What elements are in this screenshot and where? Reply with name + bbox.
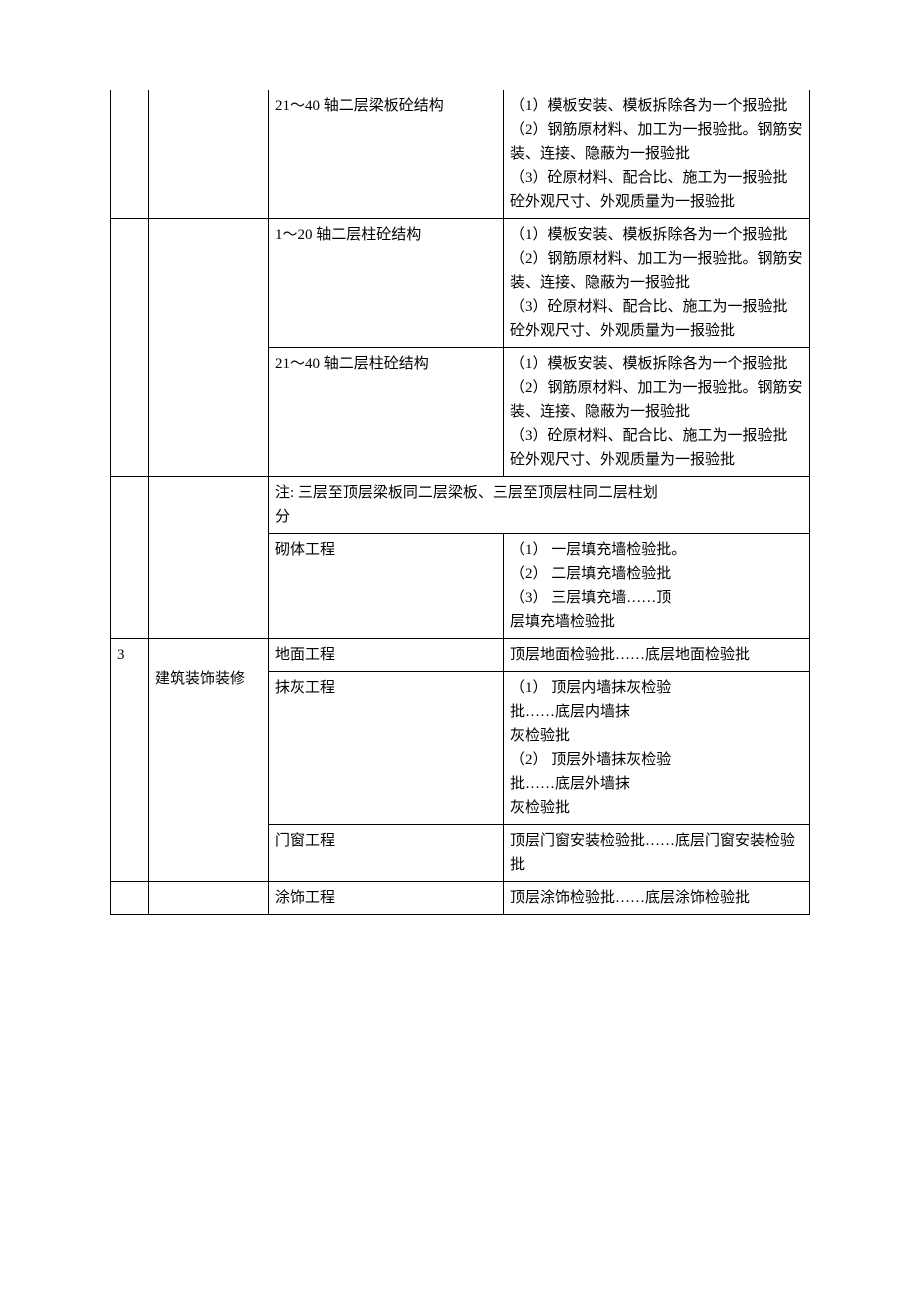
table-cell (111, 90, 149, 219)
table-cell: 涂饰工程 (269, 882, 504, 915)
table-cell: （1）模板安装、模板拆除各为一个报验批 （2）钢筋原材料、加工为一报验批。钢筋安… (504, 90, 810, 219)
table-row: 涂饰工程顶层涂饰检验批……底层涂饰检验批 (111, 882, 810, 915)
table-cell: 建筑装饰装修 (149, 639, 269, 882)
table-cell: 注: 三层至顶层梁板同二层梁板、三层至顶层柱同二层柱划 分 (269, 477, 810, 534)
table-cell: 21～40 轴二层梁板砼结构 (269, 90, 504, 219)
table-cell: 顶层涂饰检验批……底层涂饰检验批 (504, 882, 810, 915)
table-cell: 顶层门窗安装检验批……底层门窗安装检验批 (504, 825, 810, 882)
table-cell (111, 477, 149, 639)
table-cell: （1）模板安装、模板拆除各为一个报验批 （2）钢筋原材料、加工为一报验批。钢筋安… (504, 219, 810, 348)
construction-table: 21～40 轴二层梁板砼结构（1）模板安装、模板拆除各为一个报验批 （2）钢筋原… (110, 90, 810, 915)
table-row: 21～40 轴二层梁板砼结构（1）模板安装、模板拆除各为一个报验批 （2）钢筋原… (111, 90, 810, 219)
table-cell (149, 90, 269, 219)
table-cell: 地面工程 (269, 639, 504, 672)
table-cell: 抹灰工程 (269, 672, 504, 825)
table-row: 3 建筑装饰装修地面工程顶层地面检验批……底层地面检验批 (111, 639, 810, 672)
table-cell: 门窗工程 (269, 825, 504, 882)
table-cell (149, 219, 269, 477)
table-cell: （1） 顶层内墙抹灰检验 批……底层内墙抹 灰检验批 （2） 顶层外墙抹灰检验 … (504, 672, 810, 825)
table-cell: （1）模板安装、模板拆除各为一个报验批 （2）钢筋原材料、加工为一报验批。钢筋安… (504, 348, 810, 477)
table-cell: （1） 一层填充墙检验批。 （2） 二层填充墙检验批 （3） 三层填充墙……顶 … (504, 534, 810, 639)
table-cell (111, 882, 149, 915)
table-cell (111, 219, 149, 477)
table-cell (149, 477, 269, 639)
table-cell: 3 (111, 639, 149, 882)
document-page: 21～40 轴二层梁板砼结构（1）模板安装、模板拆除各为一个报验批 （2）钢筋原… (0, 0, 920, 1302)
table-cell: 21～40 轴二层柱砼结构 (269, 348, 504, 477)
table-row: 1～20 轴二层柱砼结构（1）模板安装、模板拆除各为一个报验批 （2）钢筋原材料… (111, 219, 810, 348)
table-cell: 砌体工程 (269, 534, 504, 639)
table-cell (149, 882, 269, 915)
table-row: 注: 三层至顶层梁板同二层梁板、三层至顶层柱同二层柱划 分 (111, 477, 810, 534)
table-cell: 顶层地面检验批……底层地面检验批 (504, 639, 810, 672)
table-cell: 1～20 轴二层柱砼结构 (269, 219, 504, 348)
table-body: 21～40 轴二层梁板砼结构（1）模板安装、模板拆除各为一个报验批 （2）钢筋原… (111, 90, 810, 915)
